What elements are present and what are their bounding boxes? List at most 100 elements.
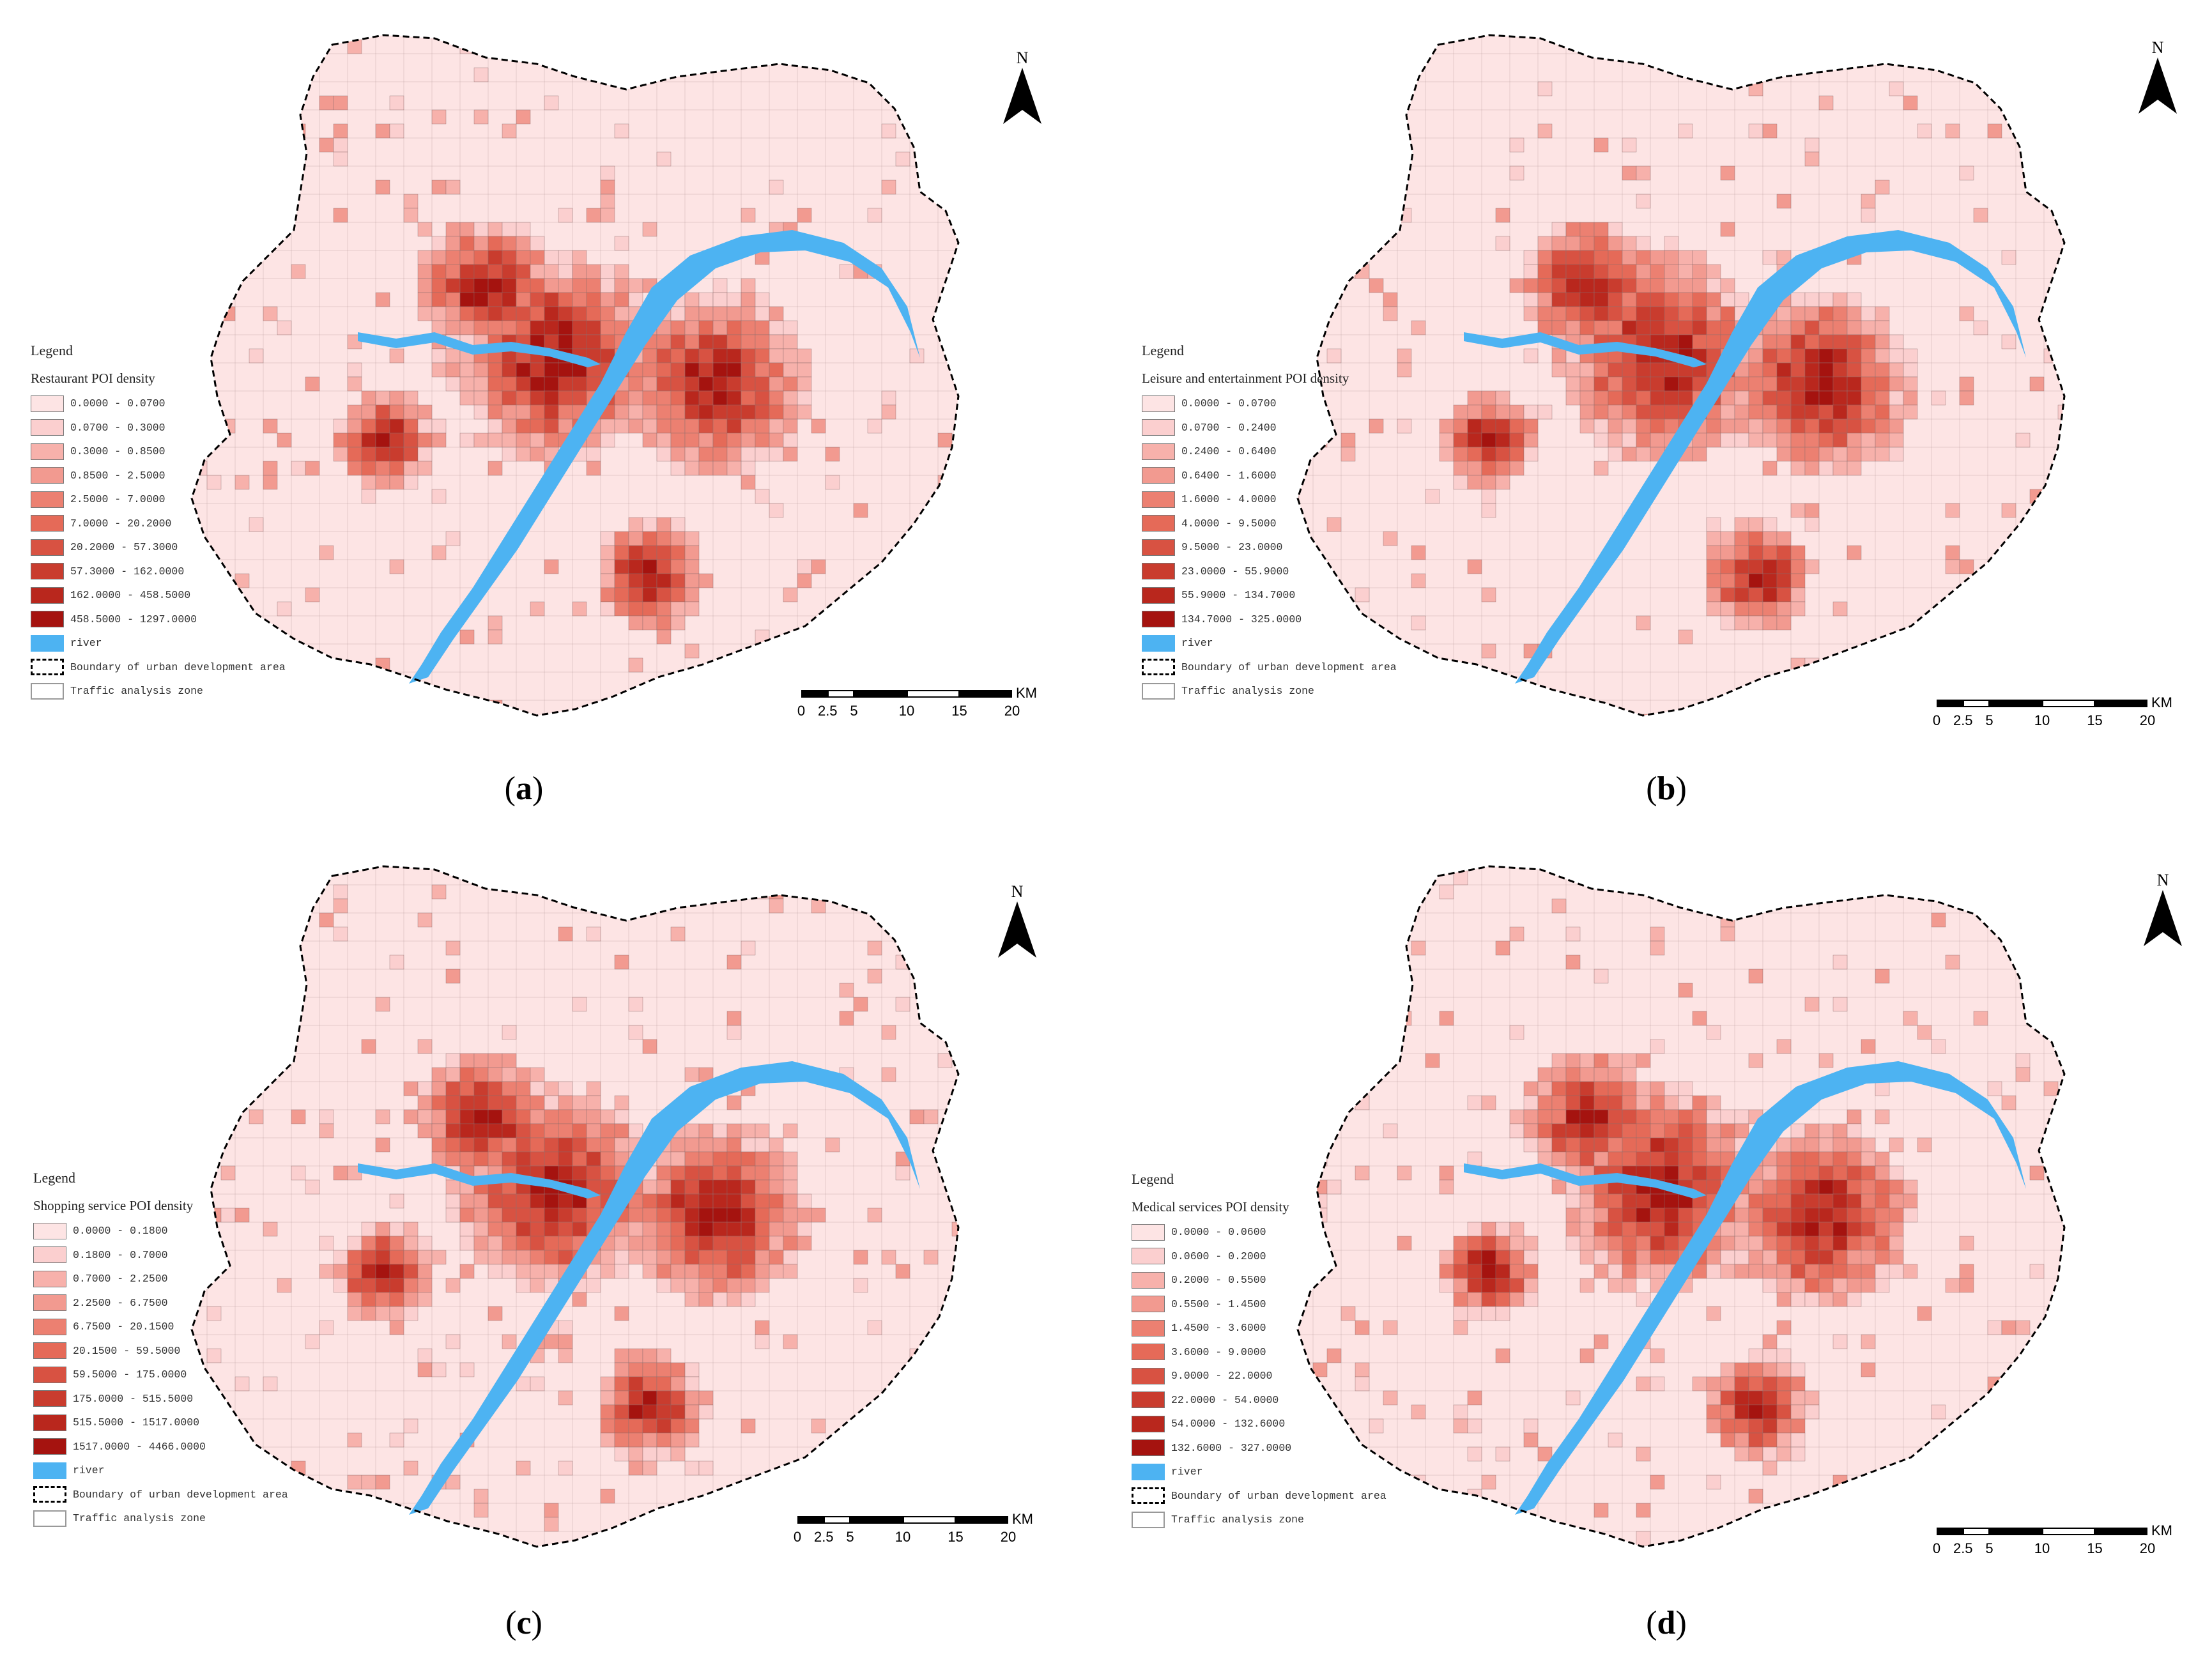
zone-cell	[586, 334, 601, 349]
zone-cell	[937, 1053, 953, 1068]
zone-cell	[445, 1137, 461, 1153]
zone-cell	[389, 1292, 404, 1307]
zone-cell	[712, 404, 728, 420]
zone-cell	[1720, 1432, 1735, 1448]
zone-cell	[1804, 1250, 1820, 1265]
zone-cell	[192, 264, 208, 279]
zone-cell	[1875, 1109, 1890, 1124]
zone-cell	[741, 208, 756, 223]
zone-cell	[712, 1292, 728, 1307]
zone-cell	[1748, 601, 1763, 617]
zone-cell	[1565, 292, 1581, 307]
zone-cell	[670, 531, 686, 546]
zone-cell	[1847, 1292, 1862, 1307]
zone-cell	[305, 1334, 320, 1349]
zone-cell	[586, 1137, 601, 1153]
zone-cell	[1734, 1376, 1749, 1391]
zone-cell	[881, 180, 896, 195]
zone-cell	[600, 573, 615, 588]
zone-cell	[1762, 587, 1778, 602]
legend-class-row: 23.0000 - 55.9000	[1142, 560, 1397, 584]
zone-cell	[530, 264, 545, 279]
zone-cell	[445, 348, 461, 364]
zone-cell	[586, 1095, 601, 1110]
zone-cell	[712, 447, 728, 462]
zone-cell	[1832, 1334, 1848, 1349]
zone-cell	[1537, 404, 1553, 420]
zone-cell	[1832, 292, 1848, 307]
zone-cell	[1861, 376, 1876, 392]
zone-cell	[1917, 1306, 1932, 1321]
zone-cell	[684, 1460, 700, 1476]
zone-cell	[1495, 418, 1510, 434]
zone-cell	[1776, 1320, 1792, 1335]
zone-cell	[1608, 1278, 1623, 1293]
zone-cell	[1903, 404, 1918, 420]
zone-cell	[712, 376, 728, 392]
zone-cell	[741, 278, 756, 293]
zone-cell	[206, 969, 222, 984]
zone-cell	[966, 1082, 980, 1096]
zone-cell	[670, 559, 686, 574]
zone-cell	[1678, 320, 1693, 335]
scale-tick-label: 0	[1932, 1540, 1941, 1556]
zone-cell	[656, 559, 672, 574]
zone-cell	[966, 194, 980, 208]
zone-cell	[1678, 376, 1693, 392]
zone-cell	[375, 123, 390, 139]
zone-cell	[1861, 1264, 1876, 1279]
zone-cell	[1453, 1320, 1468, 1335]
zone-cell	[1734, 1222, 1749, 1237]
zone-cell	[1579, 236, 1595, 251]
zone-cell	[1411, 1404, 1426, 1420]
zone-cell	[1748, 545, 1763, 560]
zone-cell	[459, 306, 475, 321]
zone-cell	[825, 1137, 840, 1153]
zone-cell	[586, 461, 601, 476]
zone-cell	[656, 362, 672, 378]
zone-cell	[1664, 250, 1679, 265]
zone-cell	[614, 1264, 629, 1279]
zone-cell	[333, 447, 348, 462]
legend-taz-row: Traffic analysis zone	[33, 1506, 288, 1531]
panel-caption: (b)	[1646, 770, 1687, 807]
zone-cell	[1509, 1025, 1525, 1040]
north-arrow-icon	[2139, 57, 2177, 114]
zone-cell	[473, 1151, 489, 1167]
zone-cell	[1594, 1095, 1609, 1110]
legend-swatch	[1132, 1439, 1165, 1457]
zone-cell	[1650, 1222, 1665, 1237]
zone-cell	[1636, 615, 1651, 631]
zone-cell	[1776, 1278, 1792, 1293]
zone-cell	[1818, 418, 1834, 434]
zone-cell	[726, 418, 742, 434]
zone-cell	[516, 1236, 531, 1251]
zone-cell	[1439, 447, 1454, 462]
zone-cell	[488, 250, 503, 265]
legend-swatch	[1142, 634, 1175, 652]
zone-cell	[1804, 404, 1820, 420]
zone-cell	[277, 320, 292, 335]
zone-cell	[1776, 1432, 1792, 1448]
zone-cell	[684, 545, 700, 560]
zone-cell	[684, 292, 700, 307]
zone-cell	[1594, 250, 1609, 265]
zone-cell	[333, 1278, 348, 1293]
zone-cell	[1706, 531, 1721, 546]
zone-cell	[1594, 1250, 1609, 1265]
zone-cell	[853, 503, 868, 518]
zone-cell	[698, 320, 714, 335]
zone-cell	[1481, 1095, 1496, 1110]
legend-swatch	[33, 1510, 66, 1527]
zone-cell	[572, 39, 587, 54]
zone-cell	[1720, 1362, 1735, 1377]
legend-class-label: 0.6400 - 1.6000	[1181, 469, 1277, 482]
zone-cell	[516, 250, 531, 265]
zone-cell	[1720, 1418, 1735, 1434]
zone-cell	[1650, 940, 1665, 956]
zone-cell	[502, 1193, 517, 1209]
zone-cell	[769, 1236, 784, 1251]
zone-cell	[1579, 39, 1595, 54]
zone-cell	[1706, 559, 1721, 574]
zone-cell	[783, 1193, 798, 1209]
